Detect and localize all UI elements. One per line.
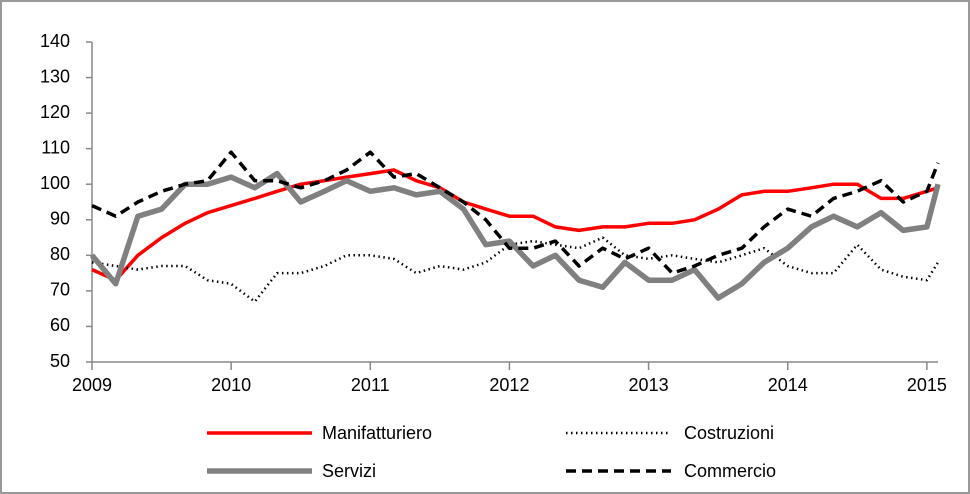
y-tick-label: 70	[50, 280, 70, 300]
series-line	[91, 150, 940, 275]
x-tick-label: 2014	[768, 375, 808, 395]
series-line	[89, 170, 941, 301]
legend-label: Servizi	[322, 461, 376, 481]
y-tick-label: 140	[40, 31, 70, 51]
x-tick-label: 2011	[351, 375, 390, 395]
y-tick-label: 90	[50, 209, 70, 229]
series-line	[91, 168, 939, 282]
legend-label: Costruzioni	[684, 423, 774, 443]
x-tick-label: 2013	[629, 375, 669, 395]
legend-label: Manifatturiero	[322, 423, 432, 443]
legend-label: Commercio	[684, 461, 776, 481]
y-tick-label: 50	[50, 351, 70, 371]
y-tick-label: 110	[41, 137, 70, 157]
x-tick-label: 2015	[907, 375, 947, 395]
y-tick-label: 130	[40, 66, 70, 86]
x-tick-label: 2010	[211, 375, 251, 395]
x-tick-label: 2012	[489, 375, 529, 395]
x-tick-label: 2009	[72, 375, 112, 395]
y-tick-label: 120	[40, 102, 70, 122]
y-tick-label: 80	[50, 244, 70, 264]
y-tick-label: 60	[50, 315, 70, 335]
y-tick-label: 100	[40, 173, 70, 193]
series-line	[91, 236, 940, 303]
